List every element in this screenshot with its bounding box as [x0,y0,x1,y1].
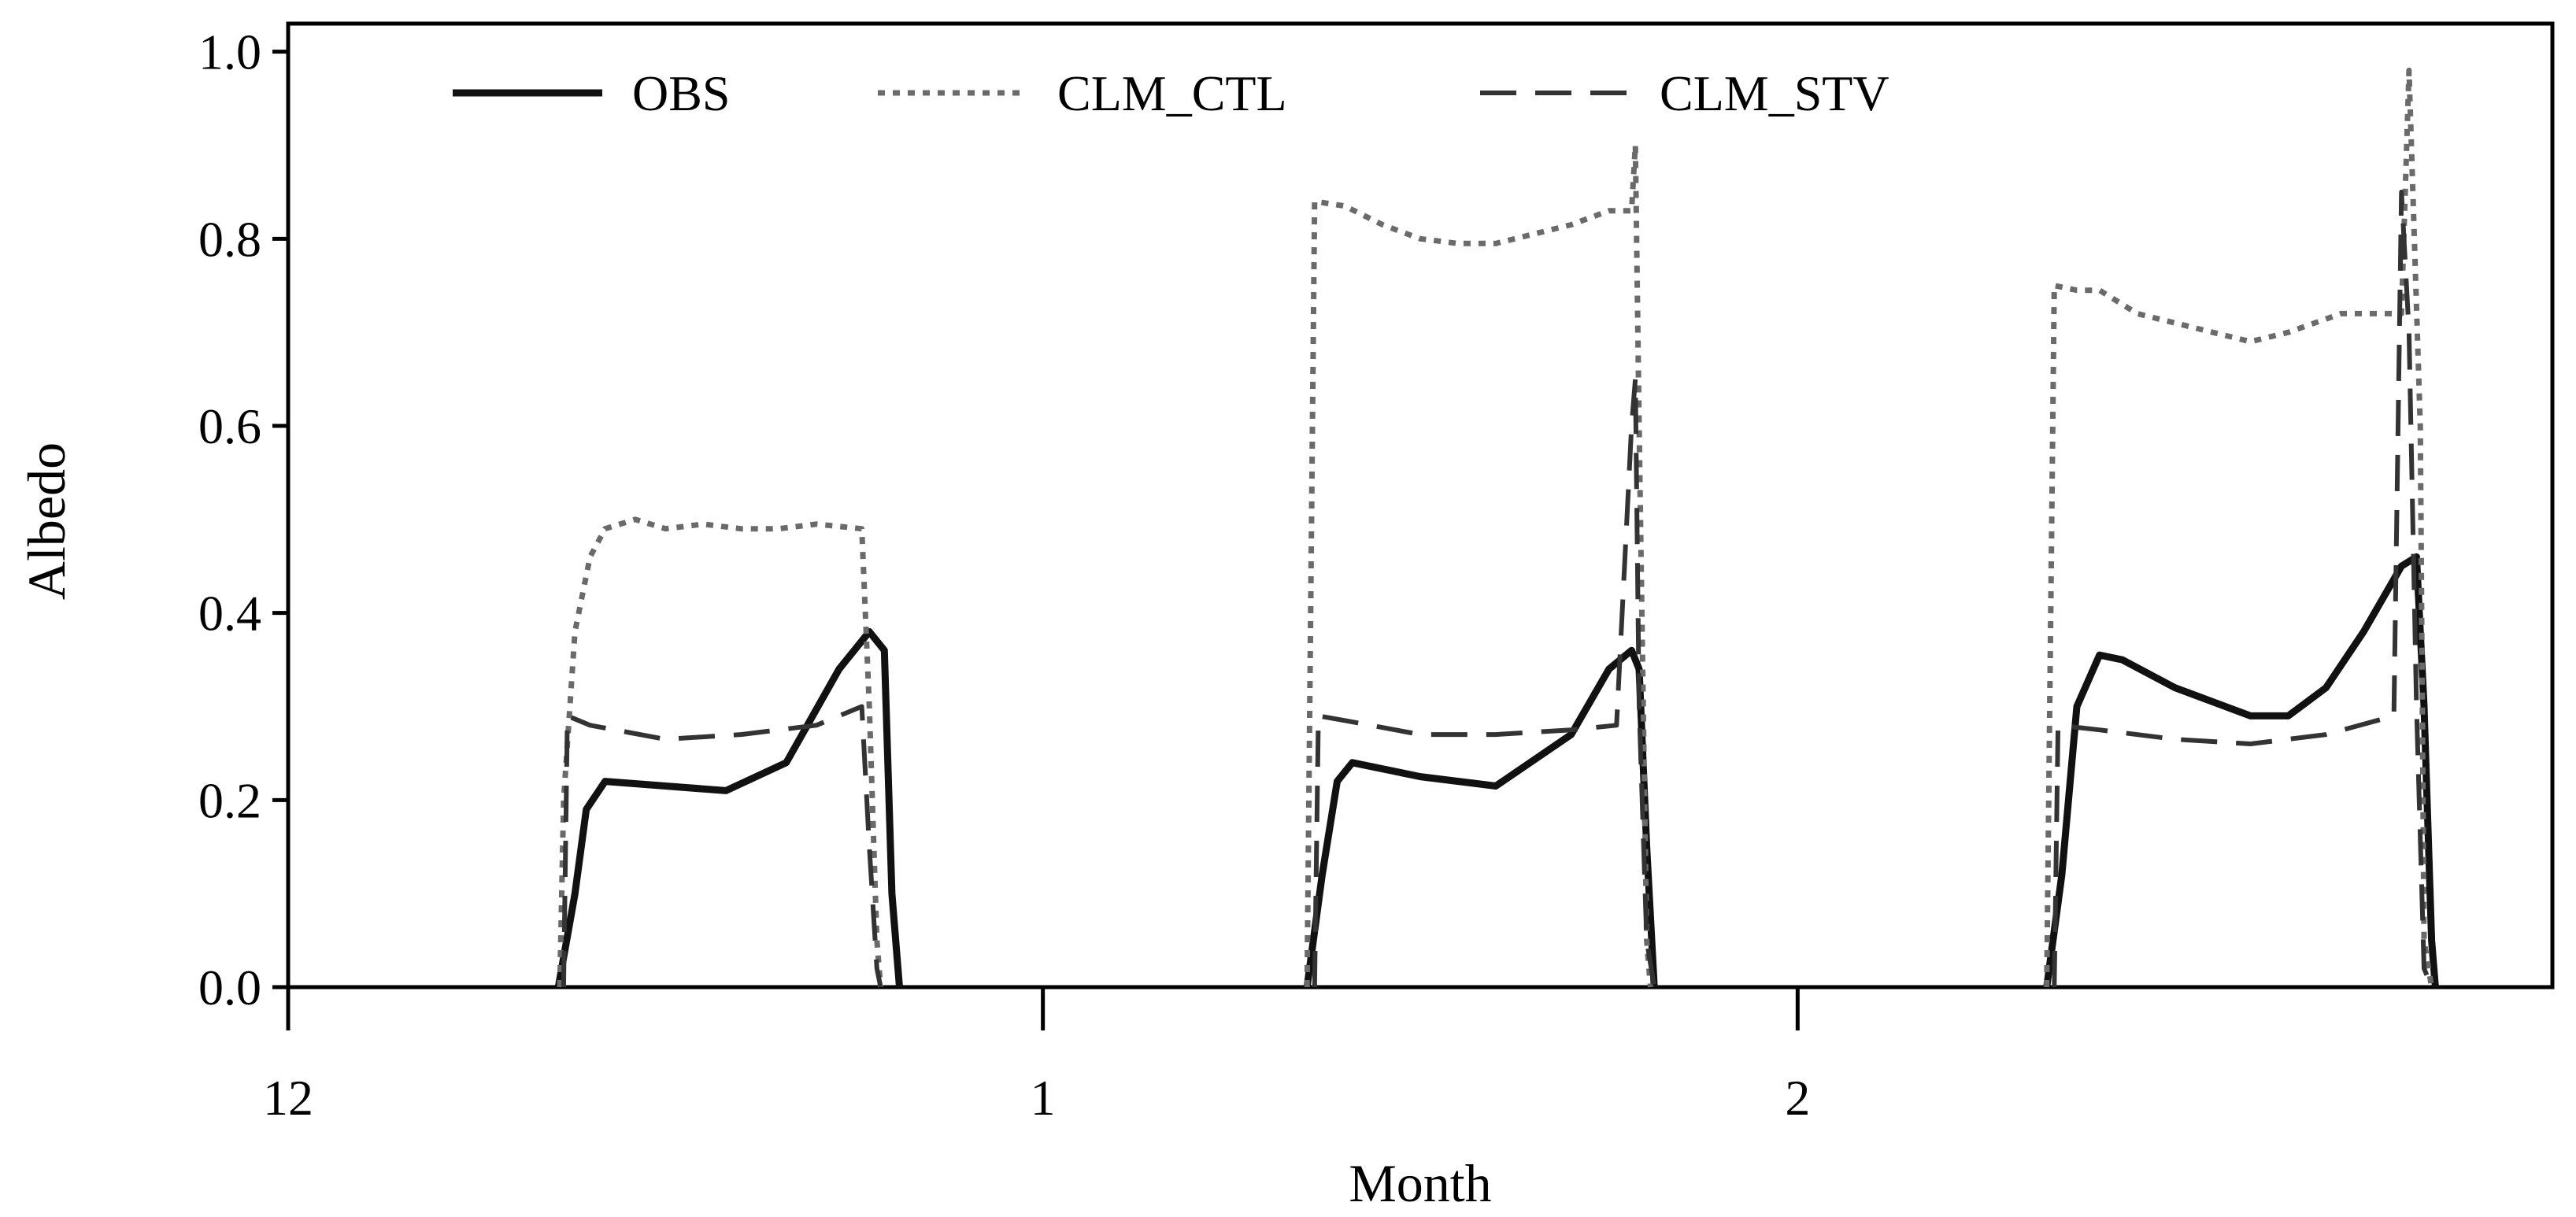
series-line-clm-stv [2052,189,2434,989]
legend-label: OBS [632,65,731,121]
series-layer [554,67,2439,989]
series-line-obs [2043,553,2439,988]
y-tick-label: 0.0 [198,960,261,1015]
x-tick-label: 2 [1785,1070,1810,1126]
y-axis-title: Albedo [17,442,76,600]
y-tick-label: 0.4 [198,586,261,642]
axis-layer: 0.00.20.40.60.81.012 1 2 [198,24,1810,1126]
series-line-clm-ctl [2044,67,2435,988]
series-line-clm-ctl [557,516,884,988]
plot-frame [286,21,2555,990]
legend-label: CLM_CTL [1057,65,1287,121]
y-tick-label: 0.8 [198,211,261,267]
series-line-clm-ctl [1304,142,1653,988]
y-tick-label: 0.2 [198,772,261,828]
series-line-clm-stv [1312,376,1657,988]
x-tick-label: 1 [1031,1070,1056,1126]
series-line-obs [554,627,903,988]
series-line-clm-stv [561,704,883,988]
legend: OBS CLM_CTL CLM_STV [453,65,1889,121]
x-axis-title: Month [1349,1153,1491,1213]
legend-label: CLM_STV [1660,65,1889,121]
y-tick-label: 1.0 [198,24,261,80]
y-tick-label: 0.6 [198,398,261,454]
x-tick-label: 12 [263,1070,313,1126]
